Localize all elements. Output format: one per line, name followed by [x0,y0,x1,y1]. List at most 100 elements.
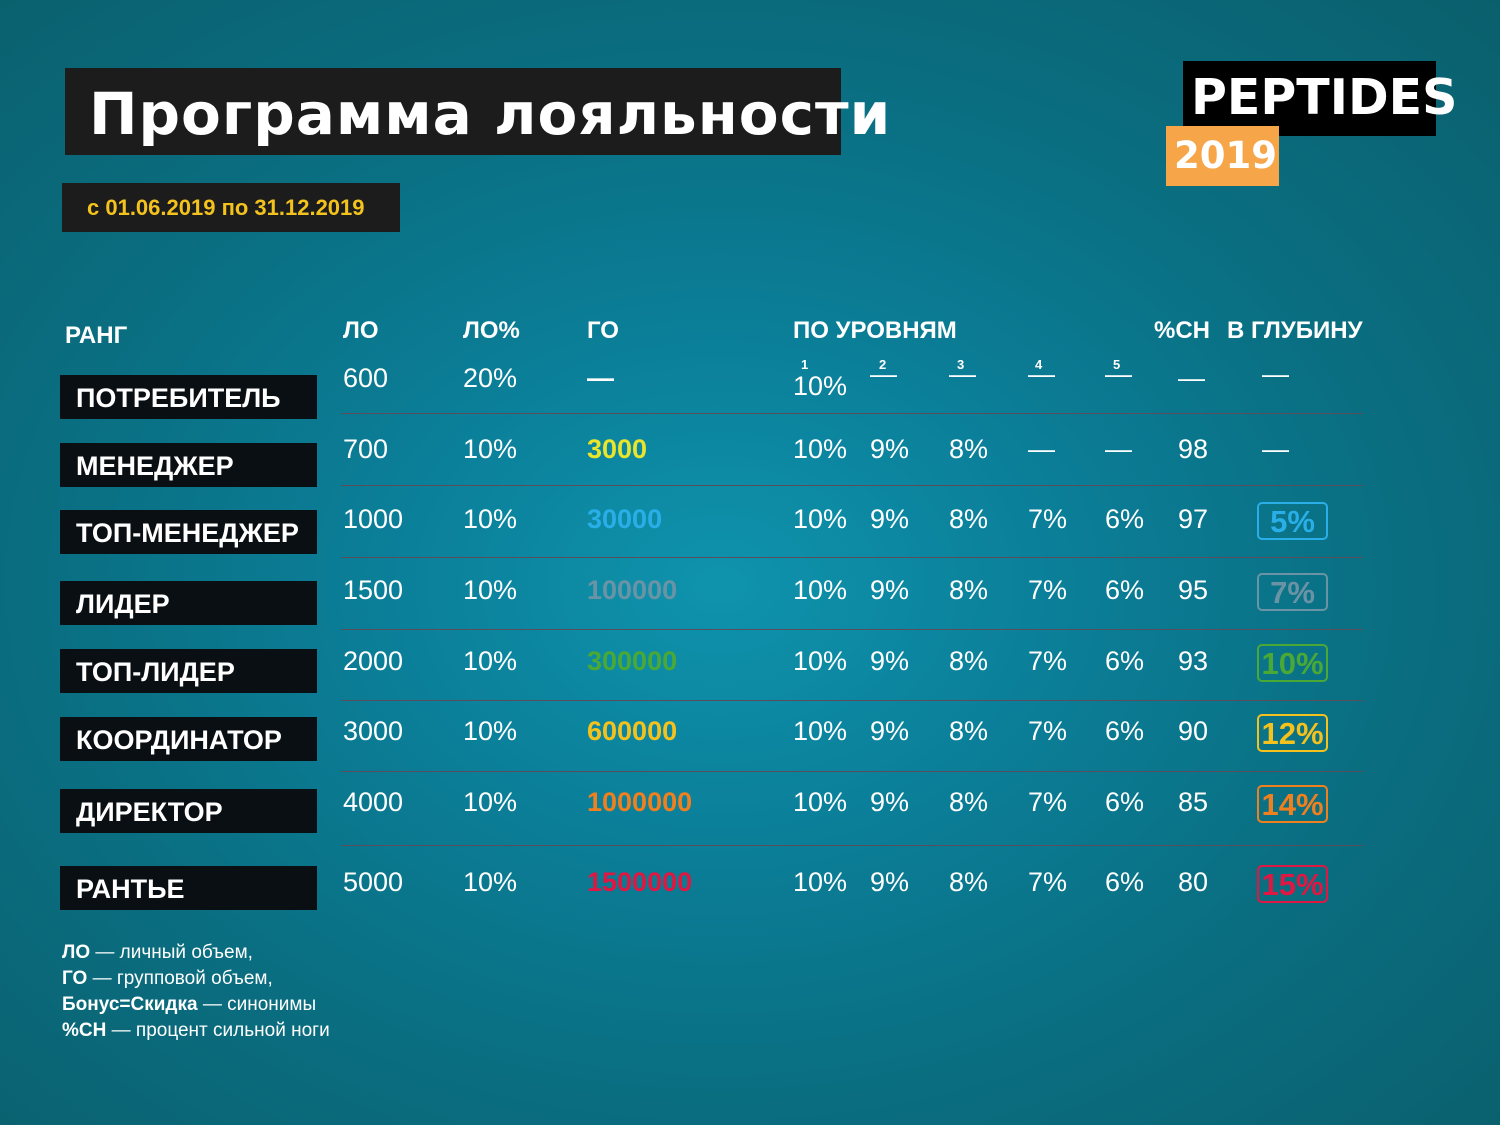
rank-name: РАНТЬЕ [76,874,185,904]
rank-label-box: РАНТЬЕ [60,866,317,910]
lo-value: 1000 [343,504,404,534]
legend-definition: — синонимы [197,994,317,1015]
lo-percent-value: 10% [463,716,518,746]
depth-value: 14% [1261,787,1324,822]
lo-value: 4000 [343,787,404,817]
go-value: 300000 [587,646,678,676]
logo-name: PEPTIDES [1191,69,1458,126]
rank-name: КООРДИНАТОР [76,725,282,755]
go-value: 3000 [587,434,648,464]
page-title: Программа лояльности [89,80,892,148]
lo-value: 2000 [343,646,404,676]
lo-percent-value: 10% [463,787,518,817]
lo-percent-value: 20% [463,363,518,393]
level-4-value: 7% [1028,867,1068,897]
go-value: — [587,363,614,393]
lo-value: 1500 [343,575,404,605]
level-5-value: 6% [1105,504,1145,534]
depth-value: 12% [1261,716,1324,751]
level-1-value: 10% [793,434,848,464]
rank-label-box: ТОП-ЛИДЕР [60,649,317,693]
level-5-value: 6% [1105,716,1145,746]
strong-leg-value: 90 [1178,716,1209,746]
date-range: с 01.06.2019 по 31.12.2019 [87,195,365,220]
level-4-value: 7% [1028,504,1068,534]
row-divider [341,557,1363,558]
logo: PEPTIDES [1183,61,1457,136]
header-depth: В ГЛУБИНУ [1227,317,1363,344]
legend-item: %СН — процент сильной ноги [62,1018,330,1044]
level-1-value: 10% [793,371,848,401]
legend-item: ГО — групповой объем, [62,966,330,992]
level-4-value: — [1028,359,1055,389]
level-5-value: — [1105,434,1132,464]
level-4-value: 7% [1028,646,1068,676]
legend-definition: — процент сильной ноги [106,1020,330,1041]
logo-year-box: 2019 [1166,126,1279,186]
level-2-value: 9% [870,646,910,676]
header-rank: РАНГ [65,322,128,349]
strong-leg-value: 98 [1178,434,1209,464]
level-number-3: 3 [957,357,965,372]
rank-label-box: ТОП-МЕНЕДЖЕР [60,510,317,554]
level-3-value: 8% [949,787,989,817]
row-divider [341,771,1363,772]
lo-percent-value: 10% [463,575,518,605]
header-lo: ЛО [343,317,379,344]
level-number-2: 2 [879,357,887,372]
row-divider [341,485,1363,486]
header-go: ГО [587,317,619,344]
legend-item: ЛО — личный объем, [62,940,330,966]
level-1-value: 10% [793,867,848,897]
level-number-4: 4 [1035,357,1043,372]
rank-name: ПОТРЕБИТЕЛЬ [76,383,281,413]
depth-value: 7% [1270,575,1315,610]
rank-label-box: КООРДИНАТОР [60,717,317,761]
rank-label-box: ПОТРЕБИТЕЛЬ [60,375,317,419]
legend-definition: — групповой объем, [87,968,273,989]
depth-badge: 12% [1257,714,1328,752]
lo-value: 600 [343,363,389,393]
level-5-value: 6% [1105,867,1145,897]
level-3-value: 8% [949,575,989,605]
level-2-value: — [870,359,897,389]
lo-value: 5000 [343,867,404,897]
legend: ЛО — личный объем, ГО — групповой объем,… [62,940,330,1044]
depth-value: — [1262,359,1289,389]
date-range-banner: с 01.06.2019 по 31.12.2019 [62,183,400,232]
logo-year: 2019 [1174,134,1277,177]
level-2-value: 9% [870,504,910,534]
header-strong-leg: %СН [1154,317,1211,344]
depth-value: 15% [1261,867,1324,902]
legend-item: Бонус=Скидка — синонимы [62,992,330,1018]
level-3-value: 8% [949,867,989,897]
level-2-value: 9% [870,787,910,817]
header-lo-pct: ЛО% [463,317,520,344]
depth-value: 5% [1270,504,1315,539]
level-1-value: 10% [793,504,848,534]
header-levels: ПО УРОВНЯМ [793,317,957,344]
rank-name: ЛИДЕР [76,589,170,619]
strong-leg-value: 97 [1178,504,1209,534]
strong-leg-value: 93 [1178,646,1209,676]
strong-leg-value: 85 [1178,787,1209,817]
level-number-5: 5 [1113,357,1121,372]
lo-percent-value: 10% [463,504,518,534]
rank-name: МЕНЕДЖЕР [76,451,234,481]
title-banner: Программа лояльности [65,68,890,155]
go-value: 30000 [587,504,663,534]
rank-name: ТОП-МЕНЕДЖЕР [76,518,299,548]
rank-name: ТОП-ЛИДЕР [76,657,235,687]
depth-badge: 7% [1257,573,1328,611]
level-1-value: 10% [793,575,848,605]
depth-badge: 10% [1257,644,1328,682]
strong-leg-value: — [1178,363,1205,393]
level-2-value: 9% [870,716,910,746]
legend-term: ГО [62,968,88,989]
level-3-value: 8% [949,716,989,746]
rank-label-box: ЛИДЕР [60,581,317,625]
level-1-value: 10% [793,716,848,746]
level-1-value: 10% [793,787,848,817]
level-5-value: 6% [1105,646,1145,676]
row-divider [341,845,1363,846]
